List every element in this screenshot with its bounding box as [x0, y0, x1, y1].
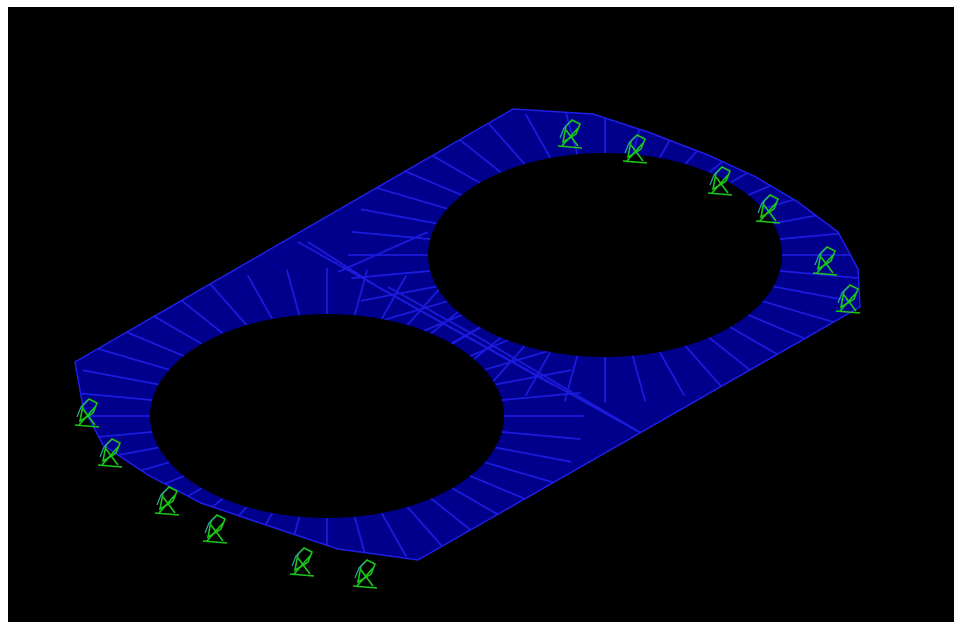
mesh-edge [376, 186, 448, 210]
mesh-edge [524, 351, 552, 397]
mesh-edge [747, 314, 813, 343]
mesh-edge [119, 328, 185, 357]
mesh-edge [729, 326, 787, 361]
mesh-edge [307, 241, 379, 288]
mesh-edge [495, 446, 572, 463]
mesh-edge [484, 461, 556, 485]
mesh-edge [285, 269, 301, 316]
mesh-edge [82, 369, 159, 386]
mesh-edge [453, 134, 502, 174]
mesh-edge [684, 345, 723, 388]
mesh-edge [631, 355, 647, 402]
mesh-edge [145, 487, 203, 522]
mesh-edge [353, 269, 369, 316]
mesh-edge [209, 283, 248, 326]
mesh-edge [477, 336, 564, 388]
mesh-edge [524, 113, 552, 159]
mesh-edge [658, 351, 686, 397]
fixed-support-icon [154, 486, 180, 516]
fixed-support-icon [202, 514, 228, 544]
mesh-edge [360, 208, 437, 225]
mesh-lines [75, 109, 860, 560]
mesh-edge [380, 512, 408, 558]
mesh-edge [423, 149, 481, 184]
mesh-edge [773, 285, 850, 302]
fem-plate-mesh [74, 108, 861, 589]
mesh-edge [406, 283, 445, 326]
mesh-edge [779, 270, 859, 280]
mesh-edge [246, 274, 274, 320]
mesh-edge [469, 475, 535, 504]
mesh-edge [501, 391, 581, 401]
fixed-support-icon [289, 547, 315, 577]
model-viewport[interactable] [8, 7, 954, 622]
mesh-edge [484, 347, 556, 371]
mesh-edge [387, 286, 479, 338]
mesh-edge [762, 300, 834, 324]
mesh-edge [708, 336, 757, 376]
hole-upper-right [428, 153, 782, 357]
mesh-edge [351, 230, 431, 240]
mesh-edge [376, 300, 448, 324]
mesh-edge [75, 391, 153, 401]
mesh-edge [562, 386, 649, 438]
mesh-edge [145, 310, 203, 345]
mesh-edge [98, 347, 170, 371]
mesh-edge [487, 345, 526, 388]
mesh-edge [337, 231, 429, 273]
hole-lower-left [150, 314, 504, 518]
mesh-edge [487, 122, 526, 165]
mesh-edge [495, 369, 572, 386]
mesh-edge [397, 167, 463, 196]
fixed-support-icon [352, 559, 378, 589]
mesh-edge [175, 295, 224, 335]
mesh-edge [406, 506, 445, 549]
mesh-edge [380, 274, 408, 320]
mesh-edge [297, 241, 554, 386]
mesh-edge [501, 431, 581, 441]
mesh-edge [430, 497, 479, 537]
